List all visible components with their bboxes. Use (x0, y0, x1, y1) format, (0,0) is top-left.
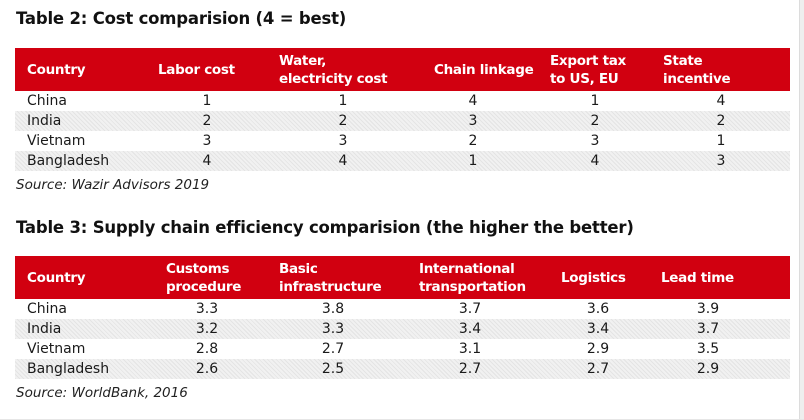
value-cell: 3.3 (195, 301, 219, 317)
table-header: Country Labor cost Water, electricity co… (15, 48, 790, 91)
country-cell: India (27, 321, 62, 337)
header-logistics: Logistics (561, 269, 626, 286)
value-cell: 3.8 (321, 301, 345, 317)
header-state-incentive: State incentive (663, 52, 731, 87)
country-cell: China (27, 301, 67, 317)
value-cell: 3 (468, 113, 478, 129)
value-cell: 1 (716, 133, 726, 149)
value-cell: 3.4 (586, 321, 610, 337)
value-cell: 3.4 (458, 321, 482, 337)
header-labor-cost: Labor cost (158, 61, 235, 78)
table-row: India 3.2 3.3 3.4 3.4 3.7 (15, 319, 790, 339)
value-cell: 2 (202, 113, 212, 129)
table-row: China 1 1 4 1 4 (15, 91, 790, 111)
value-cell: 1 (590, 93, 600, 109)
value-cell: 4 (338, 153, 348, 169)
value-cell: 2 (590, 113, 600, 129)
header-export-tax: Export tax to US, EU (550, 52, 626, 87)
value-cell: 3 (590, 133, 600, 149)
value-cell: 3 (338, 133, 348, 149)
header-country: Country (27, 61, 86, 78)
value-cell: 4 (590, 153, 600, 169)
header-customs-procedure: Customs procedure (166, 260, 242, 295)
value-cell: 4 (468, 93, 478, 109)
value-cell: 1 (338, 93, 348, 109)
value-cell: 3 (716, 153, 726, 169)
value-cell: 2 (716, 113, 726, 129)
page-edge (799, 0, 804, 420)
value-cell: 4 (716, 93, 726, 109)
value-cell: 4 (202, 153, 212, 169)
country-cell: China (27, 93, 67, 109)
country-cell: Bangladesh (27, 153, 110, 169)
header-water-electricity-cost: Water, electricity cost (279, 52, 388, 87)
table-row: Bangladesh 4 4 1 4 3 (15, 151, 790, 171)
value-cell: 2 (468, 133, 478, 149)
table3-title: Table 3: Supply chain efficiency compari… (16, 218, 634, 237)
table2-source: Source: Wazir Advisors 2019 (16, 177, 210, 193)
table-row: China 3.3 3.8 3.7 3.6 3.9 (15, 299, 790, 319)
country-cell: Vietnam (27, 341, 86, 357)
value-cell: 2.6 (195, 361, 219, 377)
table-row: Bangladesh 2.6 2.5 2.7 2.7 2.9 (15, 359, 790, 379)
value-cell: 3.5 (696, 341, 720, 357)
value-cell: 3.9 (696, 301, 720, 317)
table3-source: Source: WorldBank, 2016 (16, 385, 188, 401)
value-cell: 2.7 (458, 361, 482, 377)
country-cell: India (27, 113, 62, 129)
value-cell: 3 (202, 133, 212, 149)
value-cell: 3.7 (696, 321, 720, 337)
header-international-transportation: International transportation (419, 260, 526, 295)
supply-chain-efficiency-table: Country Customs procedure Basic infrastr… (15, 256, 790, 379)
header-lead-time: Lead time (661, 269, 734, 286)
country-cell: Vietnam (27, 133, 86, 149)
value-cell: 2.5 (321, 361, 345, 377)
country-cell: Bangladesh (27, 361, 110, 377)
value-cell: 2 (338, 113, 348, 129)
value-cell: 2.8 (195, 341, 219, 357)
table-row: Vietnam 3 3 2 3 1 (15, 131, 790, 151)
value-cell: 3.3 (321, 321, 345, 337)
value-cell: 2.7 (586, 361, 610, 377)
value-cell: 3.1 (458, 341, 482, 357)
table2-title: Table 2: Cost comparision (4 = best) (16, 9, 347, 28)
value-cell: 3.2 (195, 321, 219, 337)
value-cell: 2.9 (696, 361, 720, 377)
value-cell: 2.7 (321, 341, 345, 357)
value-cell: 1 (468, 153, 478, 169)
table-header: Country Customs procedure Basic infrastr… (15, 256, 790, 299)
cost-comparison-table: Country Labor cost Water, electricity co… (15, 48, 790, 171)
table-row: Vietnam 2.8 2.7 3.1 2.9 3.5 (15, 339, 790, 359)
value-cell: 3.7 (458, 301, 482, 317)
table-row: India 2 2 3 2 2 (15, 111, 790, 131)
value-cell: 2.9 (586, 341, 610, 357)
value-cell: 3.6 (586, 301, 610, 317)
header-country: Country (27, 269, 86, 286)
value-cell: 1 (202, 93, 212, 109)
header-chain-linkage: Chain linkage (434, 61, 534, 78)
header-basic-infrastructure: Basic infrastructure (279, 260, 382, 295)
